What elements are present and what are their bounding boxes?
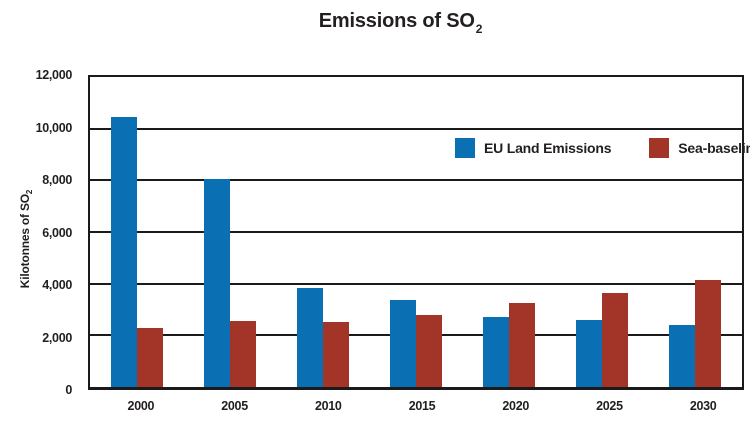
gridline-6000	[90, 231, 742, 233]
bar-eu-land-emissions-2000	[110, 117, 137, 387]
legend-swatch-eu-land-emissions	[455, 138, 475, 158]
legend: EU Land Emissions Sea-baseline	[455, 138, 750, 158]
y-tick-label-12000: 12,000	[35, 68, 73, 82]
x-tick-label-2010: 2010	[314, 399, 342, 413]
y-tick-label-2000: 2,000	[42, 330, 72, 345]
bar-eu-land-emissions-2010	[296, 287, 323, 387]
bar-sea-baseline-2015	[416, 314, 442, 387]
bar-sea-baseline-2000	[136, 327, 163, 387]
bar-eu-land-emissions-2005	[203, 179, 230, 387]
legend-label-eu-land-emissions: EU Land Emissions	[484, 140, 612, 156]
x-tick-label-2025: 2025	[596, 399, 623, 413]
gridline-10000	[90, 127, 742, 130]
x-tick-label-2030: 2030	[689, 399, 717, 413]
chart-title: Emissions of SO2	[60, 10, 740, 36]
x-tick-label-2015: 2015	[408, 399, 436, 413]
legend-swatch-sea-baseline	[649, 138, 670, 158]
bar-sea-baseline-2025	[602, 292, 629, 387]
bar-sea-baseline-2020	[509, 303, 536, 387]
bar-eu-land-emissions-2030	[669, 325, 696, 387]
bar-sea-baseline-2010	[322, 322, 349, 387]
x-axis-ticks: 2000 2005 2010 2015 2020 2025 2030	[88, 398, 744, 418]
y-tick-label-0: 0	[65, 383, 72, 397]
bar-sea-baseline-2005	[229, 321, 256, 387]
bar-sea-baseline-2030	[695, 279, 722, 387]
chart-title-subscript: 2	[475, 22, 483, 36]
x-tick-label-2020: 2020	[502, 399, 529, 413]
gridline-8000	[90, 179, 742, 182]
bar-eu-land-emissions-2015	[390, 300, 416, 387]
chart-title-text: Emissions of SO	[318, 10, 475, 32]
bar-eu-land-emissions-2020	[483, 317, 510, 387]
y-tick-label-4000: 4,000	[42, 278, 72, 292]
legend-label-sea-baseline: Sea-baseline	[678, 140, 750, 156]
x-tick-label-2000: 2000	[127, 399, 155, 413]
y-tick-label-10000: 10,000	[35, 120, 73, 135]
plot-area: EU Land Emissions Sea-baseline	[88, 75, 750, 390]
y-axis-ticks: 0 2,000 4,000 6,000 8,000 10,000 12,000	[0, 68, 80, 397]
y-tick-label-8000: 8,000	[42, 173, 72, 187]
x-tick-label-2005: 2005	[221, 399, 248, 413]
gridline-4000	[90, 282, 742, 285]
bar-eu-land-emissions-2025	[576, 319, 603, 387]
y-tick-label-6000: 6,000	[42, 225, 72, 240]
